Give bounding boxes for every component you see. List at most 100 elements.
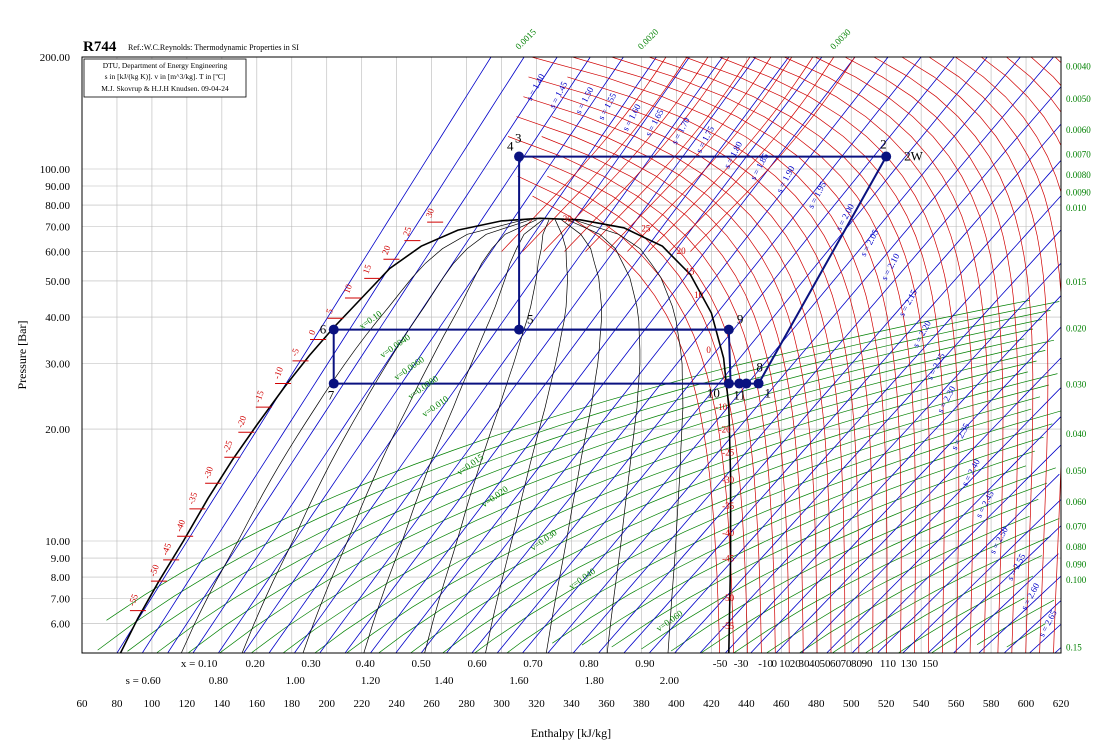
isochore-line xyxy=(864,555,1042,653)
isochore-line xyxy=(581,436,1044,646)
grid-lines xyxy=(81,56,1062,653)
temperature-tick-label: 40 xyxy=(809,658,821,670)
cycle-point-marker xyxy=(741,378,752,389)
y-tick-label: 10.00 xyxy=(45,536,70,548)
isentrope-line xyxy=(1029,623,1061,653)
x-axis-title: Enthalpy [kJ/kg] xyxy=(531,726,611,740)
x-tick-label: 400 xyxy=(668,698,685,710)
y-tick-label: 20.00 xyxy=(45,424,70,436)
entropy-tick-label: 1.00 xyxy=(286,675,306,687)
isotherm-line xyxy=(784,57,989,653)
isotherm-line xyxy=(901,57,1049,653)
isochore-line xyxy=(219,338,1025,653)
x-tick-label: 460 xyxy=(773,698,790,710)
isochore-line xyxy=(442,396,1041,653)
isentrope-label: s = 2.55 xyxy=(1005,552,1028,583)
isochore-line xyxy=(474,408,1032,653)
isotherm-line xyxy=(522,57,688,252)
isotherm-line xyxy=(532,195,720,653)
y-tick-label: 8.00 xyxy=(51,572,71,584)
sat-liquid-temp-label: -55 xyxy=(126,592,140,607)
isentrope-line xyxy=(167,57,558,653)
x-tick-label: 220 xyxy=(353,698,370,710)
x-tick-label: 360 xyxy=(598,698,615,710)
cycle-point-marker xyxy=(328,324,339,335)
temperature-tick-label: 30 xyxy=(799,658,811,670)
y-tick-label: 7.00 xyxy=(51,594,71,606)
isentrope-line xyxy=(877,473,1060,653)
quality-tick-label: 0.40 xyxy=(356,658,376,670)
quality-tick-label: 0.70 xyxy=(523,658,543,670)
right-isochore-label: 0.050 xyxy=(1066,466,1087,476)
temperature-tick-label: 10 xyxy=(779,658,791,670)
sat-vapor-temp-label: -40 xyxy=(722,528,734,538)
isentrope-line xyxy=(522,57,1021,653)
x-tick-label: 580 xyxy=(983,698,1000,710)
isentrope-line xyxy=(1054,646,1061,653)
isotherm-line xyxy=(564,57,730,252)
right-isochore-label: 0.010 xyxy=(1066,203,1087,213)
isochore-line xyxy=(930,597,1025,653)
temperature-tick-label: -50 xyxy=(713,658,728,670)
x-tick-label: 560 xyxy=(948,698,965,710)
x-tick-label: 120 xyxy=(179,698,196,710)
sat-vapor-temp-label: -55 xyxy=(722,621,734,631)
quality-line xyxy=(302,219,537,653)
isotherm-line xyxy=(955,57,1061,194)
isochore-label: v=0.0080 xyxy=(406,373,440,401)
x-tick-label: 180 xyxy=(284,698,301,710)
isotherm-line xyxy=(1006,57,1061,113)
quality-tick-label: 0.60 xyxy=(467,658,487,670)
right-isochore-label: 0.020 xyxy=(1066,323,1087,333)
entropy-tick-label: 1.60 xyxy=(509,675,529,687)
x-tick-label: 60 xyxy=(77,698,89,710)
isotherm-label: 25 xyxy=(641,223,651,233)
quality-tick-label: 0.20 xyxy=(245,658,265,670)
quality-tick-label: 0.80 xyxy=(579,658,599,670)
isotherm-line xyxy=(567,76,874,653)
isotherm-line xyxy=(1030,57,1061,87)
temperature-tick-label: 20 xyxy=(790,658,802,670)
quality-line xyxy=(573,219,684,653)
cycle-point-label: 9 xyxy=(737,312,744,327)
y-axis-title: Pressure [Bar] xyxy=(15,321,29,390)
isentrope-label: s = 2.45 xyxy=(974,489,997,520)
isentrope-line xyxy=(572,86,1061,653)
x-tick-label: 280 xyxy=(458,698,475,710)
cycle-point-label: 4 xyxy=(507,139,514,154)
isochore-line xyxy=(506,410,1061,653)
x-tick-label: 520 xyxy=(878,698,895,710)
entropy-tick-label: 0.80 xyxy=(209,675,229,687)
entropy-tick-label: 1.40 xyxy=(434,675,454,687)
isotherm-label: 30 xyxy=(563,214,573,224)
isentrope-label: s = 2.35 xyxy=(949,421,972,452)
cycle-point-label: 6 xyxy=(320,322,327,337)
saturation-dome xyxy=(119,217,732,654)
quality-line xyxy=(241,219,531,653)
isentrope-label: s = 1.40 xyxy=(524,72,547,103)
isentrope-label: s = 2.20 xyxy=(911,318,934,349)
y-tick-label: 90.00 xyxy=(45,181,70,193)
sat-vapor-temp-label: -20 xyxy=(719,424,731,434)
cycle-point-label: 8 xyxy=(756,360,763,375)
quality-line xyxy=(567,219,641,653)
right-isochore-label: 0.070 xyxy=(1066,522,1087,532)
isentrope-line xyxy=(750,326,1061,653)
isentrope-line xyxy=(801,386,1061,653)
x-tick-label: 80 xyxy=(111,698,123,710)
isentrope-line xyxy=(978,575,1061,653)
cycle-point-marker xyxy=(723,324,734,335)
isotherm-line xyxy=(530,155,762,653)
chart-title: R744 xyxy=(83,39,117,55)
cycle-point-marker xyxy=(514,324,525,335)
right-isochore-label: 0.030 xyxy=(1066,380,1087,390)
sat-liquid-temp-label: -20 xyxy=(235,414,249,429)
isentrope-line xyxy=(851,444,1061,653)
cycle-point-label: 2W xyxy=(904,149,924,164)
top-isochore-label: 0.0020 xyxy=(636,26,661,51)
isentrope-line xyxy=(927,525,1061,653)
x-tick-label: 420 xyxy=(703,698,720,710)
right-isochore-label: 0.0040 xyxy=(1066,61,1091,71)
isotherm-line xyxy=(844,57,1019,653)
cycle-point-marker xyxy=(723,378,734,389)
